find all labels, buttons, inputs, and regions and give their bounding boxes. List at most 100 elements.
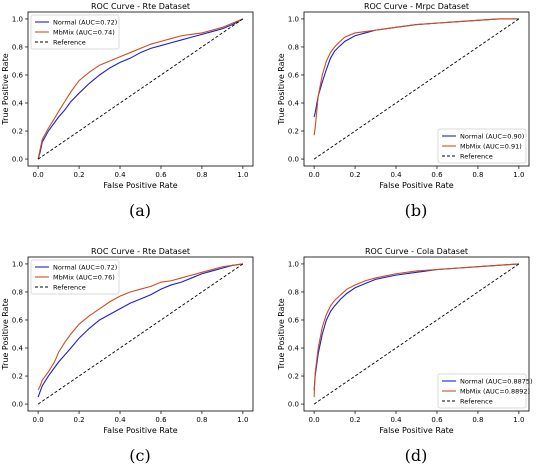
y-tick-label: 0.0 — [288, 156, 299, 164]
plot-frame — [27, 256, 254, 412]
y-tick-label: 0.6 — [12, 316, 24, 324]
legend-box — [437, 373, 527, 409]
series-line-mbmix — [37, 18, 244, 160]
x-tick-label: 0.4 — [114, 171, 126, 179]
x-tick-label: 0.8 — [472, 416, 483, 424]
x-axis-label: False Positive Rate — [379, 426, 453, 435]
chart-title: ROC Curve - Cola Dataset — [365, 247, 468, 256]
legend-entry: Reference — [460, 398, 493, 406]
legend-entry: Reference — [460, 153, 493, 161]
legend-entry: Normal (AUC=0.8875) — [460, 378, 533, 386]
y-tick-label: 0.2 — [12, 128, 23, 136]
x-tick-label: 1.0 — [237, 171, 248, 179]
legend-entry: Reference — [53, 39, 86, 47]
x-tick-label: 0.0 — [309, 171, 320, 179]
y-tick-label: 0.8 — [12, 288, 23, 296]
plot-frame — [27, 11, 254, 167]
legend-entry: MbMix (AUC=0.91) — [460, 143, 522, 151]
y-tick-label: 0.4 — [12, 100, 24, 108]
plot-frame — [303, 11, 530, 167]
series-line-normal — [313, 263, 519, 391]
series-line-normal — [37, 18, 244, 160]
y-axis-label: True Positive Rate — [1, 53, 10, 125]
legend-entry: Normal (AUC=0.72) — [53, 19, 117, 27]
panel-label: (b) — [405, 201, 428, 220]
y-tick-label: 1.0 — [12, 260, 23, 268]
y-tick-label: 0.8 — [288, 43, 299, 51]
legend: Normal (AUC=0.90) MbMix (AUC=0.91) Referen… — [437, 128, 527, 164]
y-tick-label: 0.6 — [288, 71, 300, 79]
legend: Normal (AUC=0.72) MbMix (AUC=0.74) Referen… — [30, 14, 120, 50]
y-tick-label: 0.6 — [288, 316, 300, 324]
roc-panel-4: ROC Curve - Cola Dataset 0.0 0.2 0.4 0.6 0.8 1… — [277, 247, 533, 465]
legend-box — [30, 14, 120, 50]
x-tick-label: 0.4 — [114, 416, 126, 424]
x-tick-label: 0.2 — [350, 171, 361, 179]
legend-entry: MbMix (AUC=0.74) — [53, 29, 115, 37]
x-axis-label: False Positive Rate — [103, 426, 177, 435]
y-tick-label: 0.2 — [288, 373, 299, 381]
panel-label: (a) — [129, 201, 151, 220]
y-axis-label: True Positive Rate — [277, 53, 286, 125]
chart-title: ROC Curve - Rte Dataset — [91, 2, 190, 11]
x-tick-label: 0.0 — [309, 416, 320, 424]
x-tick-label: 1.0 — [237, 416, 248, 424]
y-tick-label: 0.0 — [12, 401, 23, 409]
x-tick-label: 0.0 — [33, 171, 44, 179]
panel-label: (d) — [405, 446, 428, 465]
legend-entry: MbMix (AUC=0.8892) — [460, 388, 530, 396]
x-tick-label: 0.2 — [74, 416, 85, 424]
x-tick-label: 0.4 — [390, 171, 402, 179]
x-tick-label: 0.6 — [155, 416, 167, 424]
series-line-mbmix — [313, 263, 519, 398]
roc-panel-1: ROC Curve - Rte Dataset 0.0 0.2 0.4 0.6 0.8 1.… — [1, 2, 254, 220]
y-tick-label: 0.4 — [12, 345, 24, 353]
y-tick-label: 0.2 — [288, 128, 299, 136]
series-line-mbmix — [313, 18, 519, 136]
series-line-reference — [37, 18, 244, 160]
x-tick-label: 1.0 — [513, 416, 524, 424]
y-tick-label: 1.0 — [288, 260, 299, 268]
legend-entry: Reference — [53, 284, 86, 292]
y-tick-label: 0.2 — [12, 373, 23, 381]
x-tick-label: 0.4 — [390, 416, 402, 424]
x-tick-label: 1.0 — [513, 171, 524, 179]
panel-label: (c) — [129, 446, 150, 465]
roc-panel-3: ROC Curve - Rte Dataset 0.0 0.2 0.4 0.6 0.8 1.… — [1, 247, 254, 465]
y-tick-label: 1.0 — [12, 15, 23, 23]
x-tick-label: 0.6 — [431, 171, 443, 179]
x-axis-label: False Positive Rate — [379, 181, 453, 190]
y-axis-label: True Positive Rate — [277, 298, 286, 370]
x-tick-label: 0.6 — [431, 416, 443, 424]
y-tick-label: 0.0 — [12, 156, 23, 164]
x-tick-label: 0.8 — [196, 171, 207, 179]
y-tick-label: 0.6 — [12, 71, 24, 79]
x-tick-label: 0.2 — [350, 416, 361, 424]
x-axis-label: False Positive Rate — [103, 181, 177, 190]
x-tick-label: 0.8 — [472, 171, 483, 179]
legend: Normal (AUC=0.8875) MbMix (AUC=0.8892) Ref… — [437, 373, 533, 409]
y-tick-label: 0.8 — [288, 288, 299, 296]
y-tick-label: 0.0 — [288, 401, 299, 409]
series-line-mbmix — [37, 263, 243, 391]
x-tick-label: 0.2 — [74, 171, 85, 179]
y-tick-label: 0.8 — [12, 43, 23, 51]
series-line-reference — [313, 18, 520, 160]
x-tick-label: 0.6 — [155, 171, 167, 179]
legend-entry: Normal (AUC=0.72) — [53, 264, 117, 272]
series-line-normal — [313, 18, 519, 118]
y-tick-label: 1.0 — [288, 15, 299, 23]
legend-box — [30, 259, 120, 295]
legend-entry: Normal (AUC=0.90) — [460, 133, 524, 141]
series-line-reference — [313, 263, 520, 405]
legend: Normal (AUC=0.72) MbMix (AUC=0.76) Referen… — [30, 259, 120, 295]
y-tick-label: 0.4 — [288, 345, 300, 353]
series-line-normal — [37, 263, 243, 398]
x-tick-label: 0.0 — [33, 416, 44, 424]
chart-title: ROC Curve - Rte Dataset — [91, 247, 190, 256]
chart-title: ROC Curve - Mrpc Dataset — [364, 2, 469, 11]
roc-panel-2: ROC Curve - Mrpc Dataset 0.0 0.2 0.4 0.6 0.8 1… — [277, 2, 530, 220]
plot-frame — [303, 256, 530, 412]
legend-box — [437, 128, 527, 164]
